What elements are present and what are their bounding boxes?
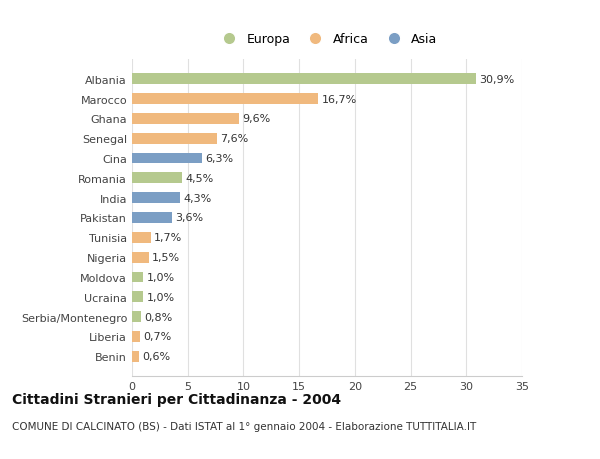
- Text: COMUNE DI CALCINATO (BS) - Dati ISTAT al 1° gennaio 2004 - Elaborazione TUTTITAL: COMUNE DI CALCINATO (BS) - Dati ISTAT al…: [12, 421, 476, 431]
- Text: 0,8%: 0,8%: [144, 312, 173, 322]
- Text: 1,5%: 1,5%: [152, 252, 180, 263]
- Text: 0,7%: 0,7%: [143, 332, 172, 342]
- Bar: [132, 252, 149, 263]
- Text: Cittadini Stranieri per Cittadinanza - 2004: Cittadini Stranieri per Cittadinanza - 2…: [12, 392, 341, 406]
- Text: 4,3%: 4,3%: [183, 193, 212, 203]
- Text: 6,3%: 6,3%: [206, 154, 233, 164]
- Text: 1,0%: 1,0%: [146, 292, 175, 302]
- Bar: [132, 134, 217, 144]
- Text: 30,9%: 30,9%: [479, 74, 515, 84]
- Bar: [132, 193, 180, 204]
- Text: 1,7%: 1,7%: [154, 233, 182, 243]
- Bar: [132, 173, 182, 184]
- Bar: [132, 94, 318, 105]
- Bar: [132, 272, 143, 283]
- Bar: [132, 351, 139, 362]
- Bar: [132, 153, 202, 164]
- Text: 0,6%: 0,6%: [142, 352, 170, 362]
- Bar: [132, 213, 172, 224]
- Bar: [132, 74, 476, 85]
- Bar: [132, 232, 151, 243]
- Bar: [132, 331, 140, 342]
- Bar: [132, 114, 239, 124]
- Text: 9,6%: 9,6%: [242, 114, 271, 124]
- Bar: [132, 292, 143, 302]
- Text: 4,5%: 4,5%: [185, 174, 214, 184]
- Text: 3,6%: 3,6%: [175, 213, 203, 223]
- Legend: Europa, Africa, Asia: Europa, Africa, Asia: [212, 28, 443, 51]
- Text: 16,7%: 16,7%: [322, 94, 356, 104]
- Text: 7,6%: 7,6%: [220, 134, 248, 144]
- Bar: [132, 312, 141, 322]
- Text: 1,0%: 1,0%: [146, 272, 175, 282]
